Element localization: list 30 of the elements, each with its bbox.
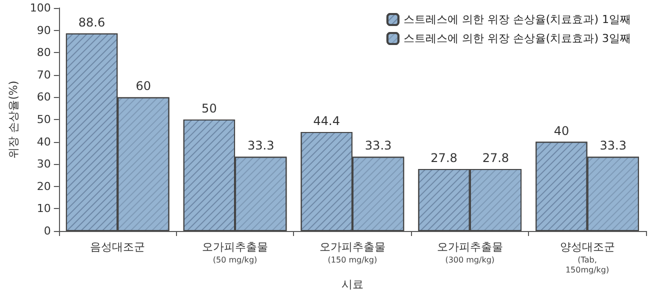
y-tick-label: 40 <box>36 135 51 148</box>
x-axis-title: 시료 <box>341 278 364 291</box>
y-tick-label: 0 <box>44 224 51 238</box>
data-label: 44.4 <box>313 114 340 128</box>
data-label: 27.8 <box>430 151 458 166</box>
x-tick-label: 오가피추출물 (300 mg/kg) <box>436 240 503 264</box>
y-tick-label: 20 <box>36 180 51 193</box>
y-tick-label: 90 <box>36 24 51 37</box>
data-label: 50 <box>202 102 217 116</box>
data-label: 88.6 <box>78 15 106 30</box>
x-tick-label: 음성대조군 <box>90 240 146 254</box>
legend-label: 스트레스에 의한 위장 손상율(치료효과) 3일째 <box>403 32 632 45</box>
x-tick-label: 오가피추출물 (50 mg/kg) <box>202 240 268 264</box>
data-label: 40 <box>554 124 570 138</box>
y-tick-label: 50 <box>36 113 51 126</box>
data-label: 33.3 <box>600 138 626 153</box>
y-tick-label: 30 <box>36 158 51 171</box>
data-label: 60 <box>136 79 152 94</box>
y-axis-title: 위장 손상율(%) <box>7 80 20 158</box>
y-tick-label: 100 <box>30 2 51 14</box>
data-label: 33.3 <box>364 138 392 153</box>
data-label: 33.3 <box>248 138 274 153</box>
x-tick-label: 양성대조군 (Tab, 150mg/kg) <box>560 240 615 274</box>
data-label: 27.8 <box>482 151 510 166</box>
x-tick-label: 오가피추출물 (150 mg/kg) <box>319 240 386 264</box>
legend-label: 스트레스에 의한 위장 손상율(치료효과) 1일째 <box>403 13 632 26</box>
y-tick-label: 80 <box>36 46 51 60</box>
y-tick-label: 60 <box>36 90 51 104</box>
y-tick-label: 10 <box>36 202 51 216</box>
y-tick-label: 70 <box>36 68 51 82</box>
